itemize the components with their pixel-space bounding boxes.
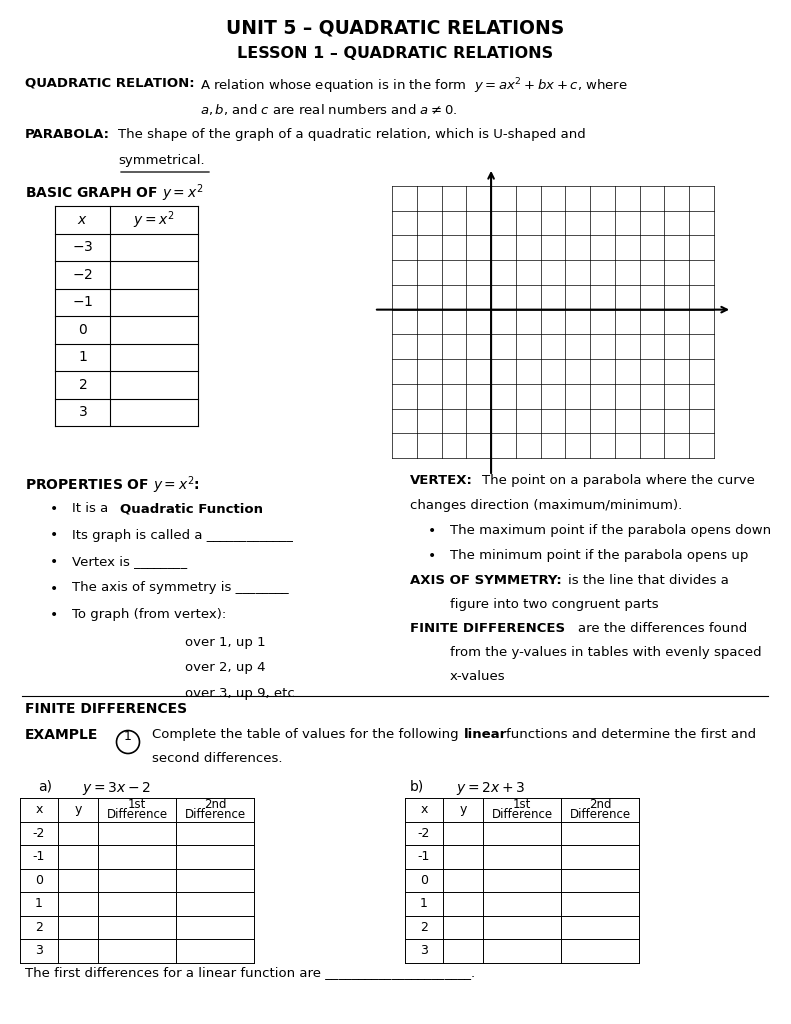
Text: changes direction (maximum/minimum).: changes direction (maximum/minimum).: [410, 499, 683, 512]
Text: LESSON 1 – QUADRATIC RELATIONS: LESSON 1 – QUADRATIC RELATIONS: [237, 46, 554, 61]
Text: 3: 3: [420, 944, 428, 957]
Text: over 3, up 9, etc.: over 3, up 9, etc.: [185, 687, 299, 700]
Text: -2: -2: [32, 826, 45, 840]
Text: is the line that divides a: is the line that divides a: [568, 574, 729, 587]
Text: $y = 2x + 3$: $y = 2x + 3$: [456, 780, 525, 797]
Text: FINITE DIFFERENCES: FINITE DIFFERENCES: [25, 702, 187, 716]
Text: $a, b$, and $c$ are real numbers and $a \neq 0$.: $a, b$, and $c$ are real numbers and $a …: [200, 102, 457, 117]
Text: symmetrical.: symmetrical.: [118, 154, 205, 167]
Text: To graph (from vertex):: To graph (from vertex):: [72, 608, 226, 621]
Text: Quadratic Function: Quadratic Function: [120, 502, 263, 515]
Text: 1: 1: [35, 897, 43, 910]
Text: The maximum point if the parabola opens down: The maximum point if the parabola opens …: [450, 524, 771, 537]
Text: $1$: $1$: [78, 350, 87, 365]
Text: $x$: $x$: [78, 213, 88, 226]
Text: It is a: It is a: [72, 502, 112, 515]
Text: Difference: Difference: [107, 808, 168, 821]
Text: PROPERTIES OF $y = x^2$:: PROPERTIES OF $y = x^2$:: [25, 474, 199, 496]
Text: Its graph is called a _____________: Its graph is called a _____________: [72, 528, 293, 542]
Text: figure into two congruent parts: figure into two congruent parts: [450, 598, 659, 611]
Text: 1st: 1st: [513, 798, 532, 811]
Text: AXIS OF SYMMETRY:: AXIS OF SYMMETRY:: [410, 574, 562, 587]
Text: EXAMPLE: EXAMPLE: [25, 728, 98, 742]
Text: from the y-values in tables with evenly spaced: from the y-values in tables with evenly …: [450, 646, 762, 659]
Text: $-2$: $-2$: [72, 267, 93, 282]
Text: VERTEX:: VERTEX:: [410, 474, 473, 487]
Text: second differences.: second differences.: [152, 752, 282, 765]
Text: x: x: [36, 803, 43, 816]
Text: •: •: [428, 524, 437, 538]
Text: The shape of the graph of a quadratic relation, which is U-shaped and: The shape of the graph of a quadratic re…: [118, 128, 586, 141]
Text: x-values: x-values: [450, 670, 505, 683]
Text: -2: -2: [418, 826, 430, 840]
Text: 2nd: 2nd: [589, 798, 611, 811]
Text: Complete the table of values for the following: Complete the table of values for the fol…: [152, 728, 463, 741]
Text: $3$: $3$: [78, 406, 87, 419]
Text: The axis of symmetry is ________: The axis of symmetry is ________: [72, 582, 289, 595]
Text: •: •: [50, 502, 59, 516]
Text: functions and determine the first and: functions and determine the first and: [506, 728, 756, 741]
Text: PARABOLA:: PARABOLA:: [25, 128, 110, 141]
Text: •: •: [50, 555, 59, 569]
Text: $y = 3x - 2$: $y = 3x - 2$: [82, 780, 151, 797]
Text: 2: 2: [420, 921, 428, 934]
Text: x: x: [420, 803, 428, 816]
Text: -1: -1: [32, 850, 45, 863]
Text: 0: 0: [420, 873, 428, 887]
Text: Difference: Difference: [491, 808, 553, 821]
Text: The minimum point if the parabola opens up: The minimum point if the parabola opens …: [450, 549, 748, 562]
Text: UNIT 5 – QUADRATIC RELATIONS: UNIT 5 – QUADRATIC RELATIONS: [226, 19, 565, 38]
Text: 1: 1: [124, 730, 132, 743]
Text: •: •: [428, 549, 437, 563]
Text: Difference: Difference: [570, 808, 630, 821]
Text: b): b): [410, 780, 424, 794]
Text: 0: 0: [35, 873, 43, 887]
Text: 2: 2: [35, 921, 43, 934]
Text: 1: 1: [420, 897, 428, 910]
Text: $y = x^2$: $y = x^2$: [133, 209, 175, 230]
Text: •: •: [50, 582, 59, 596]
Text: The point on a parabola where the curve: The point on a parabola where the curve: [482, 474, 755, 487]
Text: -1: -1: [418, 850, 430, 863]
Text: QUADRATIC RELATION:: QUADRATIC RELATION:: [25, 76, 195, 89]
Text: A relation whose equation is in the form  $y = ax^2 + bx + c$, where: A relation whose equation is in the form…: [200, 76, 628, 95]
Text: Vertex is ________: Vertex is ________: [72, 555, 187, 568]
Text: 3: 3: [35, 944, 43, 957]
Text: linear: linear: [464, 728, 507, 741]
Text: $0$: $0$: [78, 323, 88, 337]
Text: The first differences for a linear function are ______________________.: The first differences for a linear funct…: [25, 966, 475, 979]
Text: 1st: 1st: [128, 798, 146, 811]
Text: $-1$: $-1$: [72, 295, 93, 309]
Text: •: •: [50, 528, 59, 543]
Text: y: y: [460, 803, 467, 816]
Text: 2nd: 2nd: [204, 798, 226, 811]
Text: over 1, up 1: over 1, up 1: [185, 636, 266, 649]
Text: y: y: [74, 803, 81, 816]
Text: a): a): [38, 780, 52, 794]
Text: are the differences found: are the differences found: [578, 622, 747, 635]
Text: FINITE DIFFERENCES: FINITE DIFFERENCES: [410, 622, 565, 635]
Text: BASIC GRAPH OF $y = x^2$: BASIC GRAPH OF $y = x^2$: [25, 182, 203, 204]
Text: $-3$: $-3$: [72, 241, 93, 254]
Text: Difference: Difference: [184, 808, 245, 821]
Text: •: •: [50, 608, 59, 622]
Text: $2$: $2$: [78, 378, 87, 392]
Text: over 2, up 4: over 2, up 4: [185, 662, 266, 675]
